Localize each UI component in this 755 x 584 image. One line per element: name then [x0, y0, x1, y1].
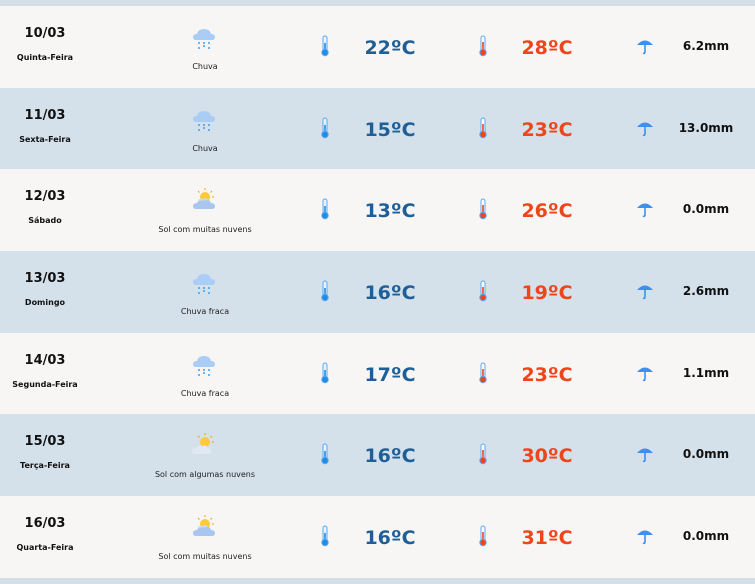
umbrella-icon — [637, 203, 653, 218]
weekday: Sábado — [28, 216, 62, 226]
min-temperature: 16ºC — [364, 527, 416, 550]
thermometer-cold-icon — [321, 525, 329, 547]
precipitation: 0.0mm — [682, 447, 730, 462]
thermometer-hot-icon — [479, 443, 487, 465]
min-temperature: 16ºC — [364, 445, 416, 468]
weekday: Sexta-Feira — [19, 134, 71, 144]
precipitation: 6.2mm — [682, 39, 730, 53]
min-temperature: 16ºC — [364, 282, 416, 305]
max-temperature: 26ºC — [521, 200, 573, 223]
thermometer-hot-icon — [479, 525, 487, 547]
min-temperature: 17ºC — [364, 363, 416, 386]
max-temperature: 31ºC — [521, 527, 573, 550]
precipitation: 1.1mm — [682, 365, 730, 380]
date: 16/03 — [24, 516, 66, 532]
thermometer-hot-icon — [479, 198, 487, 220]
rain-cloud-icon — [193, 29, 215, 49]
thermometer-cold-icon — [321, 198, 329, 220]
sun-many-clouds-icon — [193, 515, 215, 537]
forecast-row: 10/03 Quinta-Feira Chuva 22ºC 28ºC 6.2mm — [0, 6, 755, 88]
rain-cloud-icon — [193, 110, 215, 131]
thermometer-hot-icon — [479, 362, 487, 383]
condition: Chuva fraca — [180, 307, 230, 317]
thermometer-hot-icon — [479, 35, 487, 57]
max-temperature: 23ºC — [521, 363, 573, 386]
condition: Sol com algumas nuvens — [154, 470, 256, 480]
condition: Chuva fraca — [180, 388, 230, 398]
forecast-row: 16/03 Quarta-Feira Sol com muitas nuvens… — [0, 496, 755, 578]
date: 13/03 — [24, 271, 66, 287]
umbrella-icon — [637, 122, 653, 136]
weekday: Domingo — [24, 298, 66, 308]
weekday: Segunda-Feira — [12, 379, 78, 389]
sun-many-clouds-icon — [193, 188, 215, 210]
light-rain-cloud-icon — [193, 274, 215, 295]
light-rain-cloud-icon — [193, 355, 215, 376]
thermometer-cold-icon — [321, 443, 329, 465]
forecast-list: 10/03 Quinta-Feira Chuva 22ºC 28ºC 6.2mm… — [0, 6, 755, 578]
condition: Chuva — [192, 143, 218, 153]
forecast-row: 11/03 Sexta-Feira Chuva 15ºC 23ºC 13.0mm — [0, 87, 755, 170]
min-temperature: 22ºC — [364, 37, 416, 59]
weekday: Quarta-Feira — [16, 543, 74, 553]
min-temperature: 13ºC — [364, 200, 416, 223]
precipitation: 0.0mm — [682, 202, 730, 217]
umbrella-icon — [637, 448, 653, 463]
thermometer-hot-icon — [479, 280, 487, 302]
condition: Sol com muitas nuvens — [158, 225, 252, 235]
precipitation: 0.0mm — [682, 529, 730, 544]
condition: Sol com muitas nuvens — [158, 552, 252, 562]
weekday: Quinta-Feira — [16, 53, 74, 62]
precipitation: 13.0mm — [678, 120, 734, 135]
umbrella-icon — [637, 530, 653, 545]
thermometer-cold-icon — [321, 280, 329, 302]
thermometer-cold-icon — [321, 117, 329, 138]
date: 10/03 — [24, 26, 66, 41]
forecast-row: 15/03 Terça-Feira Sol com algumas nuvens… — [0, 414, 755, 497]
max-temperature: 30ºC — [521, 445, 573, 468]
max-temperature: 23ºC — [521, 118, 573, 141]
date: 15/03 — [24, 434, 66, 450]
thermometer-hot-icon — [479, 117, 487, 138]
sun-some-clouds-icon — [192, 433, 214, 455]
condition: Chuva — [192, 62, 218, 71]
min-temperature: 15ºC — [364, 118, 416, 141]
thermometer-cold-icon — [321, 35, 329, 57]
date: 12/03 — [24, 189, 66, 205]
date: 14/03 — [24, 352, 66, 368]
precipitation: 2.6mm — [682, 284, 730, 299]
umbrella-icon — [637, 40, 653, 55]
max-temperature: 19ºC — [521, 282, 573, 305]
forecast-row: 12/03 Sábado Sol com muitas nuvens 13ºC … — [0, 169, 755, 252]
umbrella-icon — [637, 367, 653, 381]
thermometer-cold-icon — [321, 362, 329, 383]
date: 11/03 — [24, 107, 66, 123]
forecast-row: 13/03 Domingo Chuva fraca 16ºC 19ºC 2.6m… — [0, 251, 755, 333]
forecast-row: 14/03 Segunda-Feira Chuva fraca 17ºC 23º… — [0, 332, 755, 415]
max-temperature: 28ºC — [521, 37, 573, 59]
umbrella-icon — [637, 285, 653, 300]
weekday: Terça-Feira — [20, 461, 70, 471]
